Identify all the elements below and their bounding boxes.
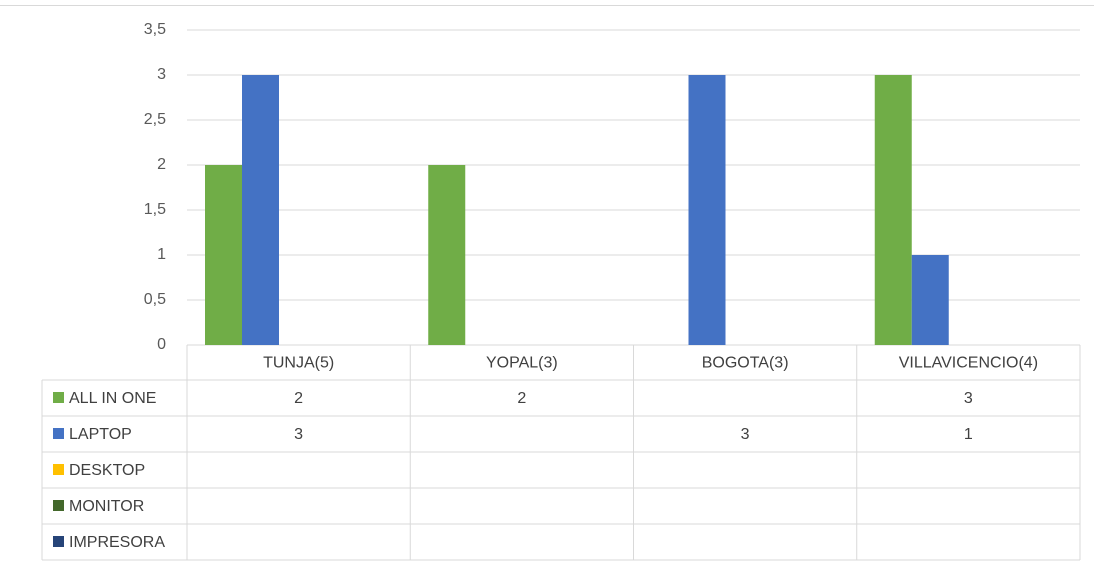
legend-key-desktop (53, 464, 64, 475)
bar-all-in-one-1 (428, 165, 466, 345)
data-table-value: 3 (294, 426, 303, 443)
data-table-value: 2 (517, 390, 526, 407)
legend-label: ALL IN ONE (69, 390, 156, 407)
y-tick-label: 1 (157, 246, 166, 263)
legend-key-impresora (53, 536, 64, 547)
bar-laptop-0 (242, 75, 279, 345)
data-table-value: 2 (294, 390, 303, 407)
y-tick-label: 2,5 (144, 111, 166, 128)
y-tick-label: 1,5 (144, 201, 166, 218)
legend-key-all-in-one (53, 392, 64, 403)
legend-label: IMPRESORA (69, 534, 165, 551)
bar-laptop-3 (911, 255, 949, 345)
data-table-value: 3 (741, 426, 750, 443)
category-label: YOPAL(3) (486, 355, 558, 372)
category-label: BOGOTA(3) (702, 355, 789, 372)
bar-all-in-one-0 (205, 165, 242, 345)
legend-label: DESKTOP (69, 462, 145, 479)
y-tick-label: 3 (157, 66, 166, 83)
data-table-value: 3 (964, 390, 973, 407)
category-label: VILLAVICENCIO(4) (899, 355, 1038, 372)
category-label: TUNJA(5) (263, 355, 334, 372)
y-tick-label: 0,5 (144, 291, 166, 308)
legend-key-laptop (53, 428, 64, 439)
bar-all-in-one-3 (874, 75, 912, 345)
y-tick-label: 3,5 (144, 21, 166, 38)
bar-laptop-2 (688, 75, 726, 345)
data-table-value: 1 (964, 426, 973, 443)
legend-key-monitor (53, 500, 64, 511)
y-tick-label: 2 (157, 156, 166, 173)
legend-label: MONITOR (69, 498, 144, 515)
y-tick-label: 0 (157, 336, 166, 353)
legend-label: LAPTOP (69, 426, 132, 443)
